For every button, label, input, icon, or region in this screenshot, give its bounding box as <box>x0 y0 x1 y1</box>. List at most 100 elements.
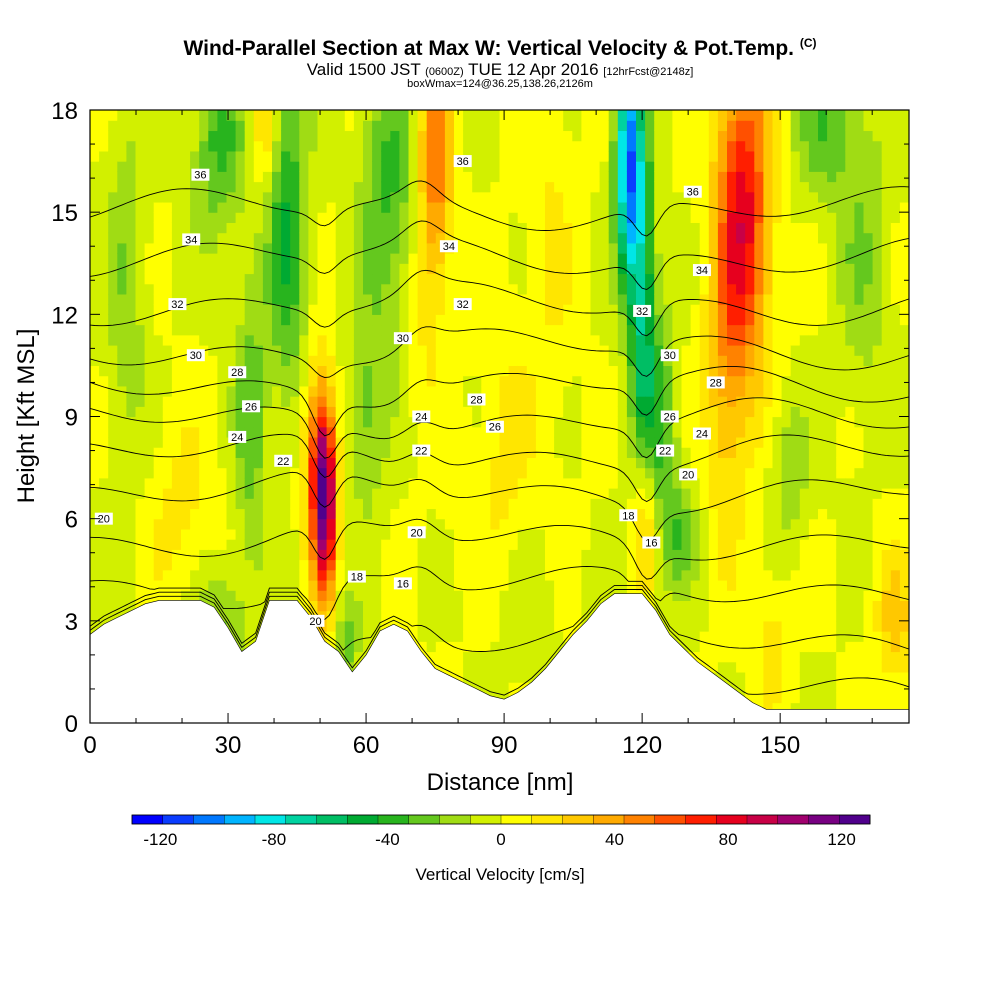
velocity-cell <box>99 375 109 387</box>
velocity-cell <box>153 304 164 315</box>
velocity-cell <box>717 253 728 264</box>
velocity-cell <box>399 620 410 632</box>
velocity-cell <box>818 273 828 285</box>
velocity-cell <box>290 293 300 305</box>
velocity-cell <box>827 355 837 367</box>
velocity-cell <box>836 140 846 152</box>
velocity-cell <box>563 426 573 438</box>
velocity-cell <box>499 682 510 693</box>
velocity-cell <box>162 222 173 234</box>
velocity-cell <box>636 528 646 540</box>
velocity-cell <box>235 447 246 458</box>
velocity-cell <box>181 283 191 295</box>
velocity-cell <box>481 181 491 193</box>
velocity-cell <box>763 631 774 642</box>
velocity-cell <box>363 447 373 458</box>
velocity-cell <box>808 477 819 489</box>
velocity-cell <box>344 426 355 438</box>
velocity-cell <box>626 385 637 397</box>
velocity-cell <box>572 559 582 571</box>
velocity-cell <box>736 314 746 326</box>
velocity-cell <box>581 426 592 438</box>
velocity-cell <box>481 641 491 653</box>
velocity-cell <box>90 436 100 448</box>
velocity-cell <box>645 191 655 203</box>
velocity-cell <box>554 518 564 530</box>
velocity-cell <box>535 273 546 285</box>
velocity-cell <box>472 293 482 305</box>
velocity-cell <box>472 416 482 428</box>
velocity-cell <box>490 682 501 693</box>
velocity-cell <box>745 518 755 530</box>
velocity-cell <box>253 365 264 377</box>
velocity-cell <box>454 273 464 285</box>
velocity-cell <box>708 222 719 234</box>
velocity-cell <box>435 201 446 213</box>
velocity-cell <box>763 324 774 336</box>
velocity-cell <box>117 201 127 213</box>
velocity-cell <box>299 406 309 418</box>
velocity-cell <box>117 436 127 448</box>
velocity-cell <box>290 212 300 223</box>
velocity-cell <box>454 283 464 295</box>
velocity-cell <box>126 375 137 387</box>
velocity-cell <box>326 201 337 213</box>
velocity-cell <box>363 293 373 305</box>
velocity-cell <box>190 293 200 305</box>
velocity-cell <box>790 651 801 663</box>
velocity-cell <box>335 416 346 428</box>
velocity-cell <box>108 365 118 377</box>
velocity-cell <box>845 631 855 642</box>
velocity-cell <box>799 539 810 550</box>
velocity-cell <box>226 457 237 469</box>
velocity-cell <box>581 549 592 561</box>
velocity-cell <box>790 600 801 612</box>
velocity-cell <box>763 447 774 458</box>
velocity-cell <box>399 590 410 601</box>
velocity-cell <box>581 293 592 305</box>
velocity-cell <box>708 549 719 561</box>
velocity-cell <box>226 253 237 264</box>
velocity-cell <box>262 212 273 223</box>
velocity-cell <box>772 610 783 622</box>
velocity-cell <box>499 590 510 601</box>
velocity-cell <box>763 375 774 387</box>
velocity-cell <box>654 385 664 397</box>
velocity-cell <box>417 610 428 622</box>
velocity-cell <box>654 242 664 254</box>
velocity-cell <box>727 559 737 571</box>
velocity-cell <box>672 171 683 183</box>
velocity-cell <box>363 620 373 632</box>
velocity-cell <box>572 191 582 203</box>
velocity-cell <box>763 110 774 121</box>
velocity-cell <box>654 334 664 346</box>
velocity-cell <box>599 171 610 183</box>
velocity-cell <box>390 130 400 142</box>
velocity-cell <box>554 161 564 172</box>
velocity-cell <box>745 416 755 428</box>
velocity-cell <box>617 161 628 172</box>
velocity-cell <box>526 549 537 561</box>
velocity-cell <box>290 396 300 407</box>
velocity-cell <box>399 110 410 121</box>
velocity-cell <box>790 212 801 223</box>
velocity-cell <box>535 334 546 346</box>
velocity-cell <box>472 212 482 223</box>
velocity-cell <box>262 273 273 285</box>
velocity-cell <box>435 385 446 397</box>
velocity-cell <box>217 304 228 315</box>
velocity-cell <box>799 406 810 418</box>
velocity-cell <box>135 508 146 520</box>
velocity-cell <box>117 518 127 530</box>
velocity-cell <box>372 293 382 305</box>
velocity-cell <box>781 528 792 540</box>
velocity-cell <box>390 283 400 295</box>
velocity-cell <box>317 283 328 295</box>
velocity-cell <box>654 600 664 612</box>
velocity-cell <box>126 324 137 336</box>
velocity-cell <box>836 539 846 550</box>
velocity-cell <box>262 457 273 469</box>
velocity-cell <box>108 181 118 193</box>
velocity-cell <box>535 181 546 193</box>
velocity-cell <box>326 498 337 510</box>
